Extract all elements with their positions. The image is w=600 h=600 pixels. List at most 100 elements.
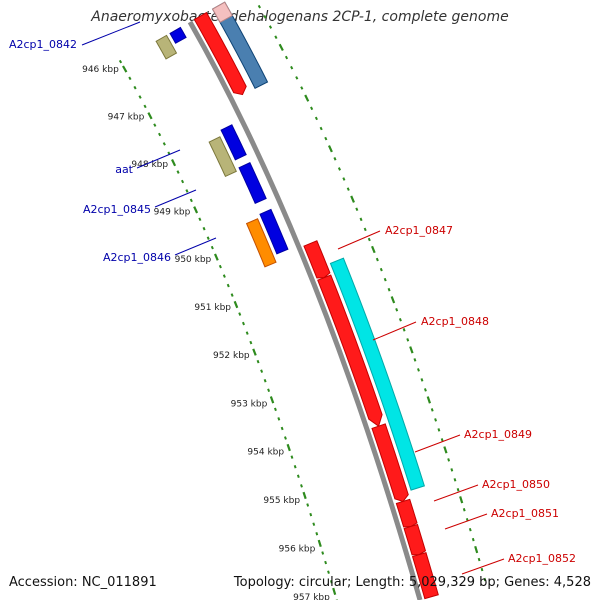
gene-label-leader xyxy=(444,513,488,530)
outer-ring-tick xyxy=(268,25,273,29)
inner-ring-tick xyxy=(122,65,128,73)
inner-ring-tick xyxy=(133,85,137,90)
outer-ring-tick xyxy=(257,4,261,9)
kbp-label: 947 kbp xyxy=(108,112,145,122)
gene-arrow xyxy=(208,136,237,178)
outer-ring-tick xyxy=(263,15,267,19)
outer-ring-tick xyxy=(443,446,448,454)
outer-ring-tick xyxy=(409,346,414,354)
outer-ring-tick xyxy=(304,94,310,102)
inner-ring-tick xyxy=(230,293,234,297)
kbp-label: 952 kbp xyxy=(213,351,250,361)
outer-ring-tick xyxy=(468,527,472,532)
inner-ring-tick xyxy=(296,474,300,479)
gene-label-leader xyxy=(154,189,197,208)
inner-ring-tick xyxy=(138,95,142,99)
gene-arrow xyxy=(259,208,289,255)
kbp-label: 950 kbp xyxy=(175,255,212,265)
outer-ring-tick xyxy=(440,438,444,442)
kbp-label: 953 kbp xyxy=(231,399,268,409)
kbp-label: 957 kbp xyxy=(293,593,330,600)
gene-label-leader xyxy=(461,558,505,575)
gene-label[interactable]: A2cp1_0851 xyxy=(491,507,559,520)
kbp-label: 951 kbp xyxy=(194,303,231,313)
inner-ring-tick xyxy=(158,132,162,137)
outer-ring-tick xyxy=(367,237,371,242)
gene-label[interactable]: A2cp1_0847 xyxy=(385,224,453,237)
gene-label[interactable]: A2cp1_0848 xyxy=(421,315,489,328)
gene-arrow xyxy=(193,11,247,96)
gene-label[interactable]: A2cp1_0849 xyxy=(464,428,532,441)
outer-ring-tick xyxy=(379,267,383,272)
outer-ring-tick xyxy=(342,177,346,181)
outer-ring-tick xyxy=(447,458,451,462)
outer-ring-tick xyxy=(310,106,314,111)
gene-arrow xyxy=(403,523,427,556)
gene-label[interactable]: A2cp1_0850 xyxy=(482,478,550,491)
outer-ring-tick xyxy=(420,378,424,382)
outer-ring-tick xyxy=(434,418,437,422)
topology-label: Topology: circular; Length: 5,029,329 bp… xyxy=(233,575,591,590)
outer-ring-tick xyxy=(371,245,376,254)
outer-ring-tick xyxy=(337,167,341,171)
inner-ring-tick xyxy=(198,217,202,222)
outer-ring-tick xyxy=(327,145,333,153)
outer-ring-tick xyxy=(314,116,318,121)
outer-ring-tick xyxy=(363,227,367,232)
gene-label-leader xyxy=(372,321,417,341)
inner-ring-tick xyxy=(249,340,253,345)
gene-label[interactable]: A2cp1_0845 xyxy=(83,203,151,216)
outer-ring-tick xyxy=(350,195,355,203)
outer-ring-tick xyxy=(333,157,337,161)
accession-label: Accession: NC_011891 xyxy=(9,575,157,590)
inner-ring-tick xyxy=(280,426,284,431)
inner-ring-tick xyxy=(143,104,147,109)
gene-arrow xyxy=(395,498,418,528)
gene-label[interactable]: aat xyxy=(115,163,133,176)
outer-ring-tick xyxy=(300,86,304,90)
inner-ring-tick xyxy=(185,189,189,193)
gene-label-leader xyxy=(337,230,381,250)
gene-label[interactable]: A2cp1_0842 xyxy=(9,38,77,51)
inner-ring-tick xyxy=(118,59,123,64)
inner-ring-tick xyxy=(206,236,210,240)
outer-ring-tick xyxy=(375,257,379,262)
inner-ring-tick xyxy=(252,348,257,356)
kbp-label: 955 kbp xyxy=(263,496,300,506)
inner-ring-tick xyxy=(181,179,185,184)
gene-cds-bar xyxy=(329,257,426,491)
gene-label-leader xyxy=(174,237,217,256)
outer-ring-tick xyxy=(480,567,484,572)
gene-label-leader xyxy=(414,434,461,453)
outer-ring-tick xyxy=(453,478,457,482)
inner-ring-tick xyxy=(309,512,313,517)
outer-ring-tick xyxy=(383,277,387,282)
outer-ring-tick xyxy=(423,388,427,392)
outer-ring-tick xyxy=(426,396,432,404)
gene-label[interactable]: A2cp1_0846 xyxy=(103,251,171,264)
kbp-label: 956 kbp xyxy=(279,544,316,554)
inner-ring-tick xyxy=(153,123,157,127)
inner-ring-tick xyxy=(242,321,245,326)
gene-arrow xyxy=(317,274,383,427)
outer-ring-tick xyxy=(402,328,406,332)
inner-ring-tick xyxy=(284,436,287,440)
outer-ring-tick xyxy=(390,296,396,304)
inner-ring-tick xyxy=(315,532,319,536)
gene-cds-bar xyxy=(211,1,233,24)
outer-ring-tick xyxy=(437,428,441,432)
inner-ring-tick xyxy=(226,283,230,288)
outer-ring-tick xyxy=(474,545,479,554)
gene-arrow xyxy=(411,551,439,600)
outer-ring-tick xyxy=(295,76,299,80)
inner-ring-tick xyxy=(286,443,291,452)
gene-cds-bar xyxy=(211,1,269,89)
gene-label[interactable]: A2cp1_0852 xyxy=(508,552,576,565)
inner-ring-tick xyxy=(267,388,271,393)
inner-ring-tick xyxy=(327,570,330,574)
inner-ring-tick xyxy=(260,369,264,373)
gene-label-leader xyxy=(136,149,181,169)
gene-arrow xyxy=(238,161,267,204)
outer-ring-tick xyxy=(471,537,475,542)
gene-arrow xyxy=(303,240,331,279)
